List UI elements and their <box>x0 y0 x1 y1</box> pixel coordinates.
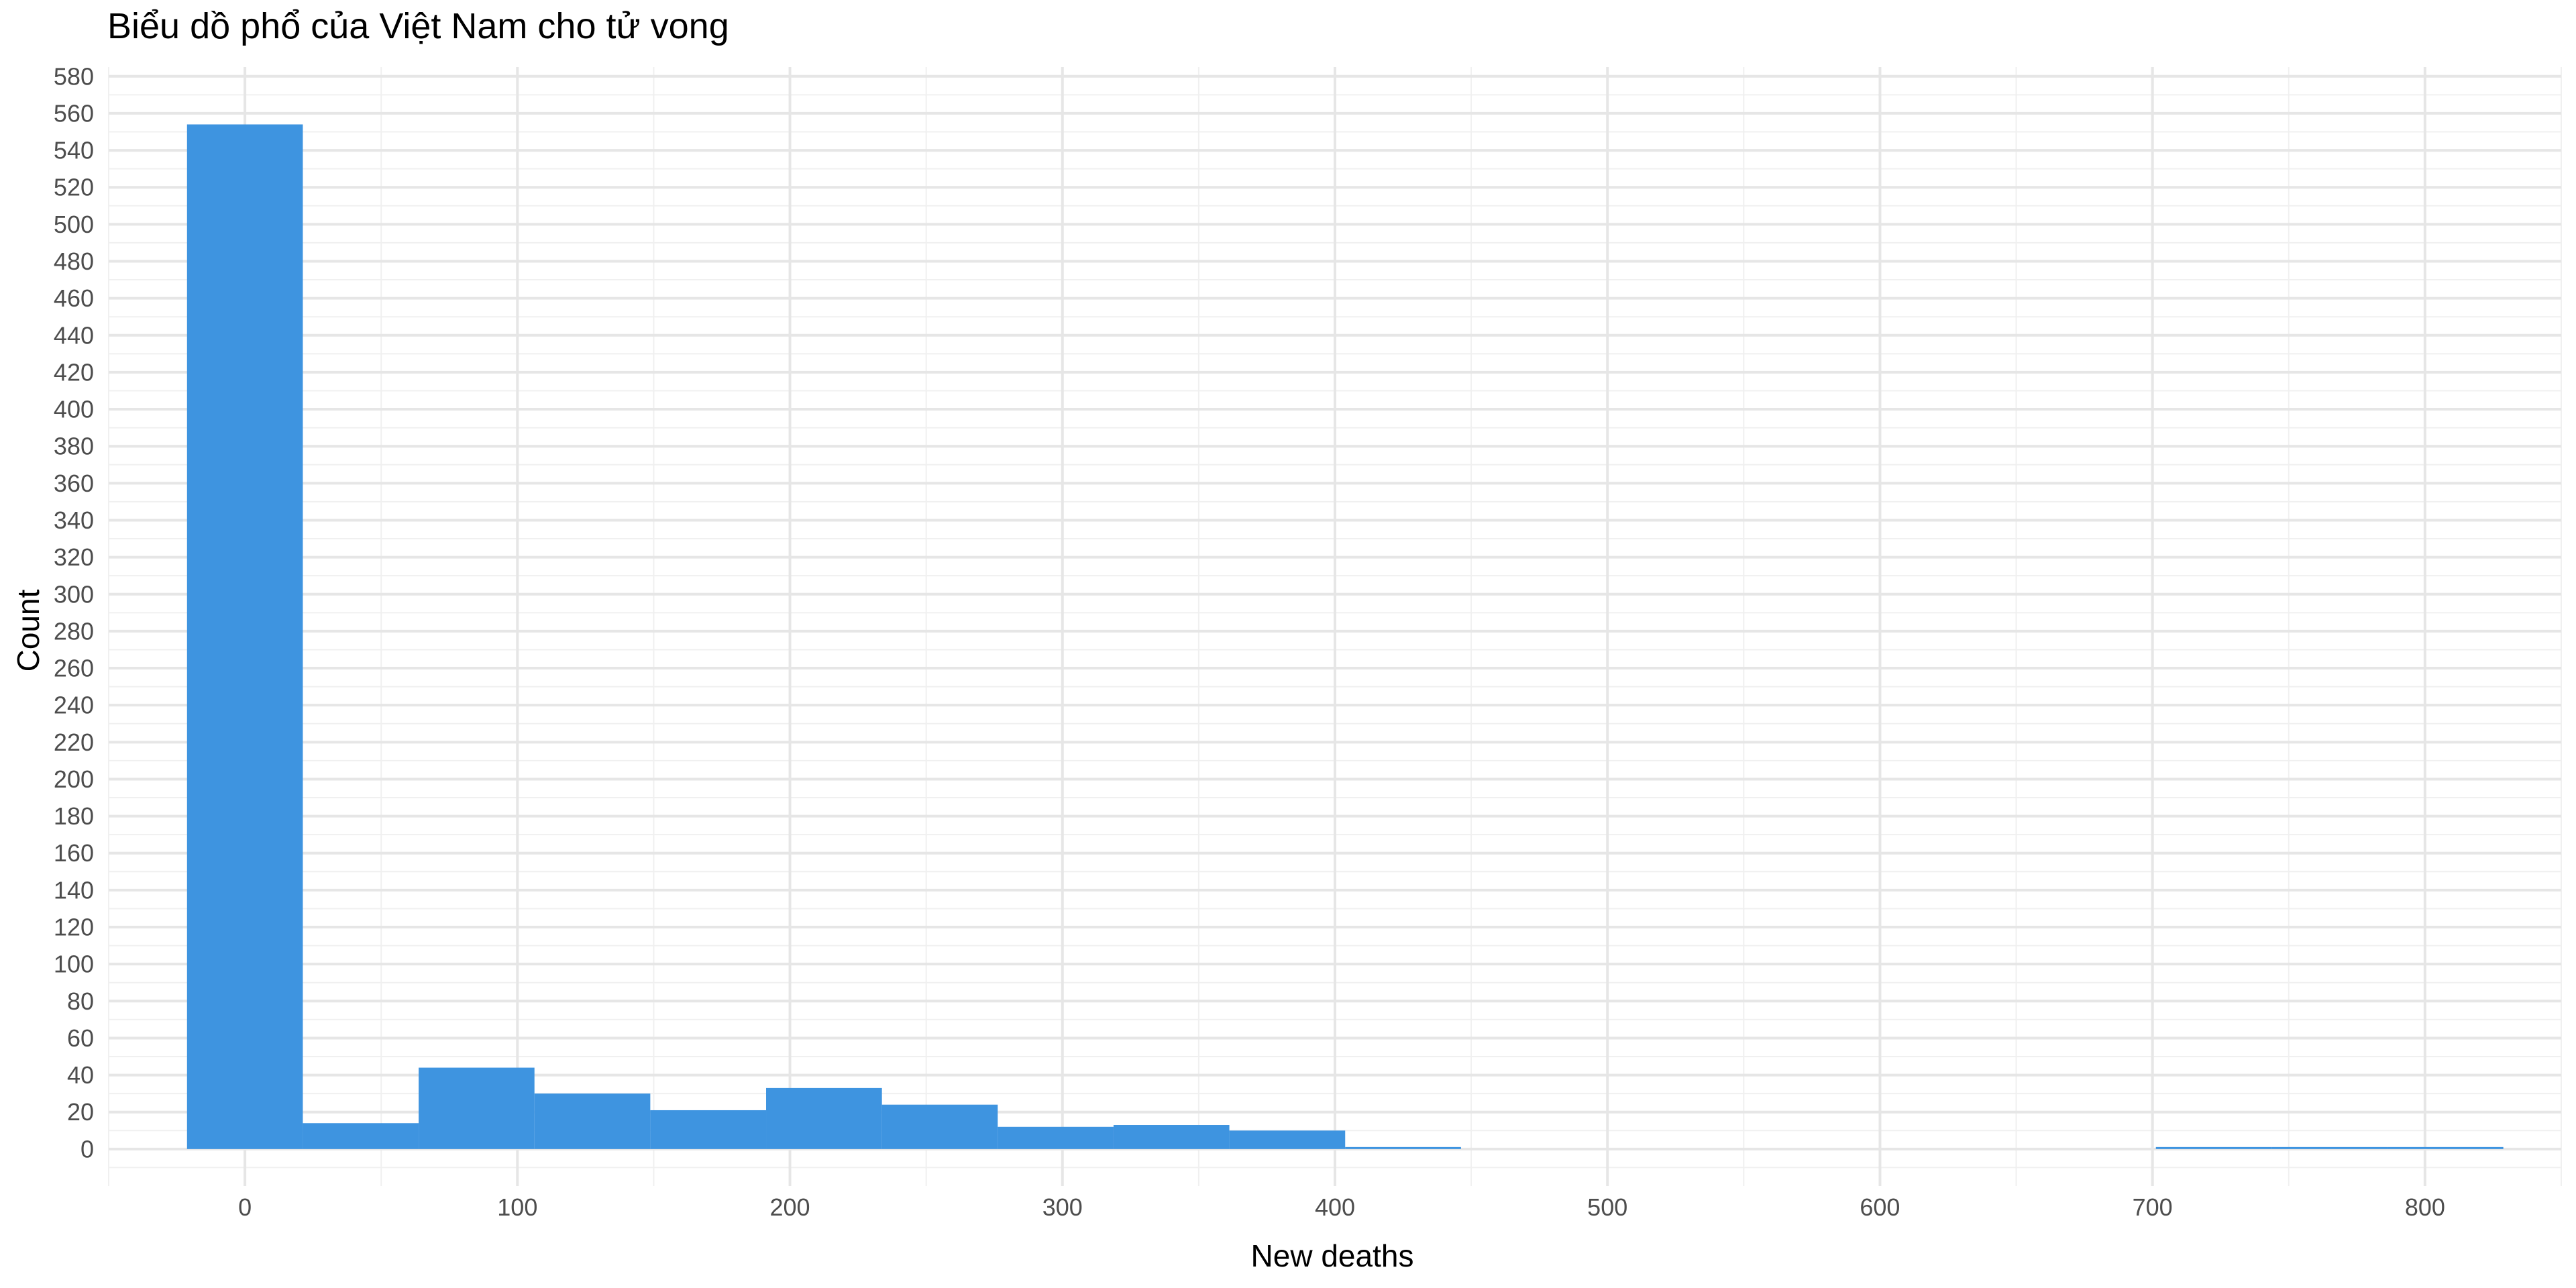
x-tick-label: 800 <box>2405 1193 2445 1221</box>
y-tick-label: 560 <box>54 99 94 127</box>
x-tick-labels: 0 100 200 300 400 500 600 700 800 <box>238 1193 2445 1221</box>
y-tick-label: 140 <box>54 876 94 904</box>
y-tick-label: 480 <box>54 248 94 275</box>
y-tick-label: 440 <box>54 321 94 349</box>
y-tick-label: 420 <box>54 358 94 386</box>
histogram-bar <box>1229 1130 1346 1149</box>
x-axis-label: New deaths <box>1250 1238 1414 1273</box>
y-tick-label: 100 <box>54 951 94 978</box>
bar-layer <box>186 124 2504 1149</box>
y-tick-label: 460 <box>54 284 94 312</box>
y-tick-label: 80 <box>67 987 94 1015</box>
y-tick-label: 0 <box>80 1135 94 1163</box>
y-tick-label: 520 <box>54 174 94 201</box>
y-tick-label: 380 <box>54 433 94 460</box>
y-tick-label: 400 <box>54 396 94 423</box>
y-tick-label: 500 <box>54 211 94 238</box>
x-tick-label: 300 <box>1042 1193 1083 1221</box>
y-tick-label: 540 <box>54 137 94 164</box>
y-tick-label: 320 <box>54 543 94 571</box>
y-tick-label: 220 <box>54 729 94 756</box>
y-tick-label: 240 <box>54 692 94 719</box>
histogram-bar <box>1345 1146 1461 1149</box>
y-tick-label: 340 <box>54 506 94 534</box>
y-tick-label: 580 <box>54 62 94 90</box>
x-tick-label: 100 <box>497 1193 537 1221</box>
chart-title: Biểu dồ phổ của Việt Nam cho tử vong <box>107 6 729 46</box>
x-tick-label: 500 <box>1587 1193 1627 1221</box>
y-tick-label: 40 <box>67 1061 94 1089</box>
histogram-bar <box>303 1123 419 1149</box>
y-tick-label: 200 <box>54 765 94 793</box>
y-tick-label: 260 <box>54 655 94 682</box>
histogram-bar <box>881 1104 998 1149</box>
y-tick-label: 120 <box>54 914 94 941</box>
histogram-bar <box>2387 1146 2504 1149</box>
histogram-bar <box>1113 1125 1230 1149</box>
x-tick-label: 600 <box>1860 1193 1900 1221</box>
histogram-bar <box>186 124 303 1149</box>
y-tick-label: 20 <box>67 1098 94 1126</box>
y-tick-label: 60 <box>67 1024 94 1052</box>
x-tick-label: 0 <box>238 1193 252 1221</box>
histogram-bar <box>766 1087 882 1149</box>
histogram-bar <box>2155 1146 2272 1149</box>
y-tick-label: 300 <box>54 580 94 608</box>
histogram-bar <box>650 1110 767 1149</box>
y-tick-label: 280 <box>54 617 94 645</box>
histogram-bar <box>2271 1146 2388 1149</box>
y-tick-label: 180 <box>54 802 94 830</box>
histogram-bar <box>419 1067 535 1149</box>
y-tick-label: 360 <box>54 470 94 497</box>
histogram-bar <box>998 1126 1114 1149</box>
x-tick-label: 400 <box>1315 1193 1355 1221</box>
x-tick-label: 200 <box>770 1193 810 1221</box>
histogram-bar <box>534 1093 651 1149</box>
x-tick-label: 700 <box>2133 1193 2173 1221</box>
grid-layer <box>108 67 2562 1186</box>
y-tick-label: 160 <box>54 839 94 867</box>
y-tick-labels: 0 20 40 60 80 100 120 140 160 180 200 220 240 260 280 3… <box>54 62 94 1163</box>
